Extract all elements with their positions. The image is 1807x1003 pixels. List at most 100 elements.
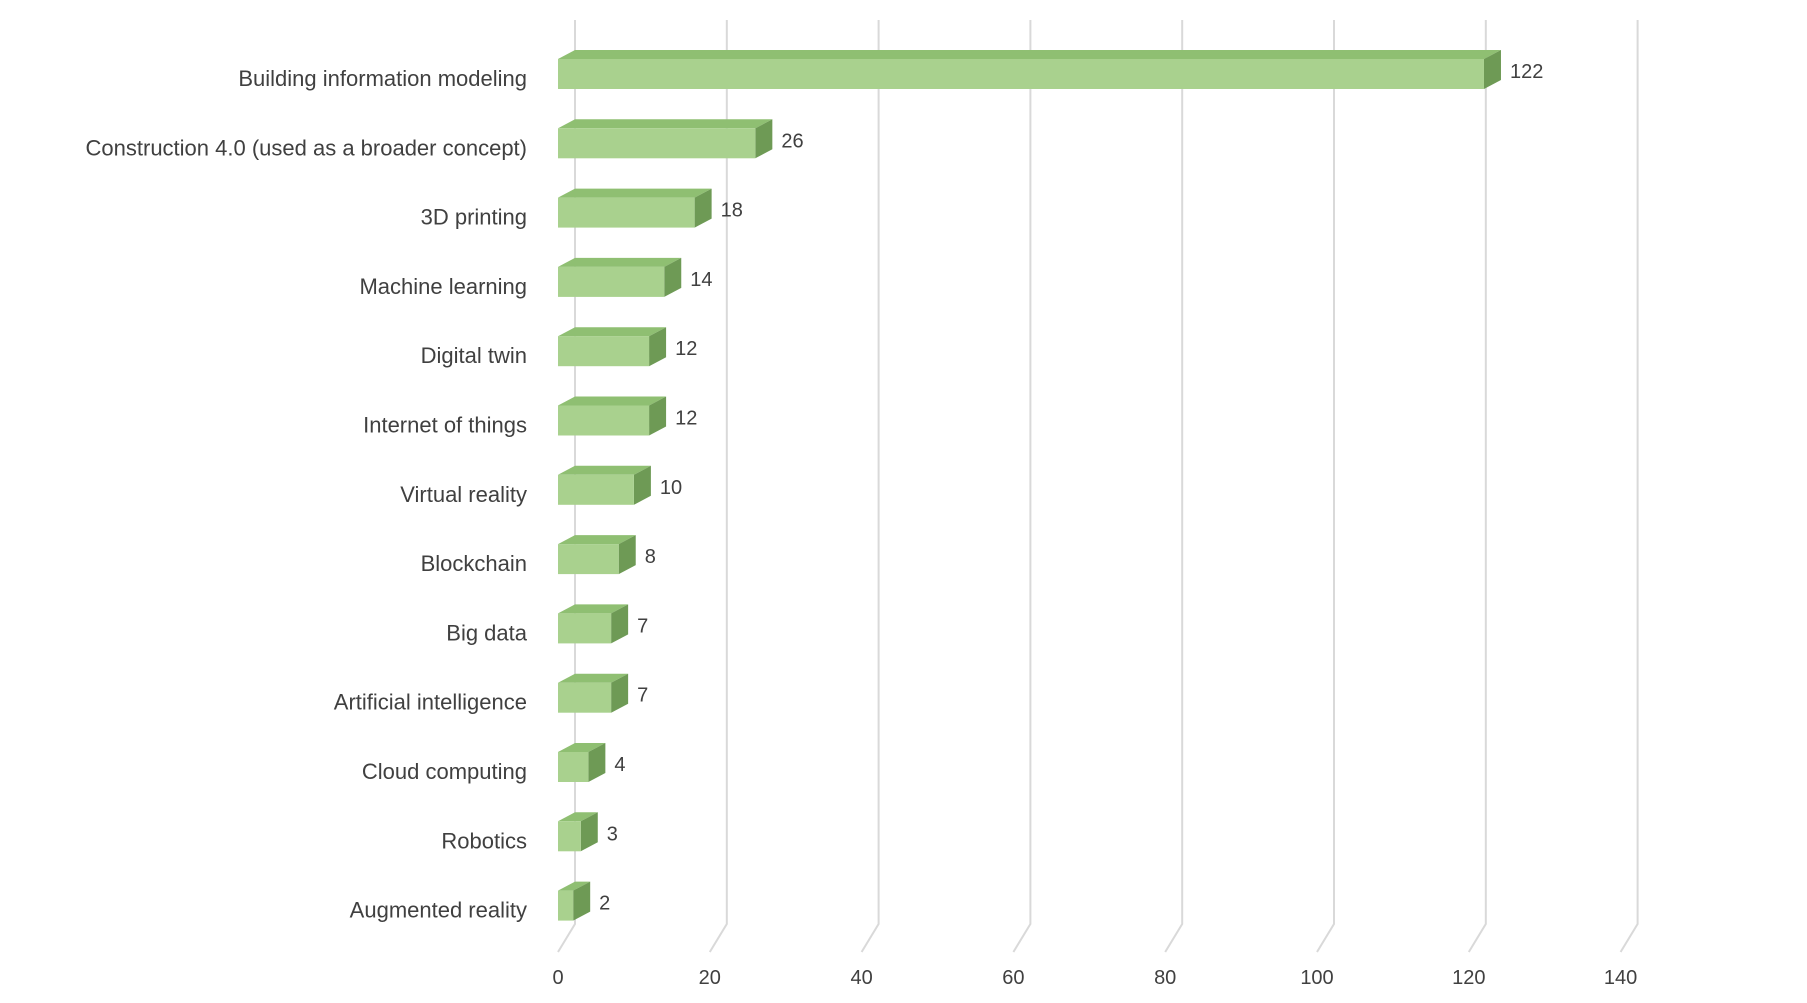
- bar-top-face: [558, 257, 682, 267]
- data-label: 4: [614, 754, 625, 776]
- bar-top-face: [558, 396, 667, 406]
- bar-front-face: [558, 405, 650, 436]
- gridline: [1012, 20, 1032, 953]
- bar-front-face: [558, 128, 756, 159]
- bar-front-face: [558, 890, 574, 921]
- bar: [558, 673, 629, 713]
- x-tick-label: 100: [1300, 967, 1333, 989]
- category-label: 3D printing: [421, 205, 527, 230]
- category-label: Building information modeling: [238, 66, 527, 91]
- category-label: Virtual reality: [400, 482, 527, 507]
- bar: [558, 743, 606, 782]
- bars: [558, 50, 1501, 921]
- bar-front-face: [558, 266, 665, 297]
- bar-top-face: [558, 465, 651, 475]
- gridline: [1164, 20, 1184, 953]
- bar-side-face: [573, 881, 591, 921]
- bar-top-face: [558, 50, 1501, 59]
- x-tick-label: 120: [1452, 967, 1485, 989]
- bar: [558, 465, 651, 505]
- data-label: 10: [660, 477, 682, 499]
- bar: [558, 396, 667, 436]
- bar: [558, 881, 591, 921]
- category-label: Construction 4.0 (used as a broader conc…: [86, 135, 527, 160]
- bar: [558, 327, 667, 367]
- bar-side-face: [618, 535, 636, 575]
- bar-side-face: [611, 604, 629, 644]
- gridline: [860, 20, 880, 953]
- gridline: [557, 20, 576, 953]
- bar-front-face: [558, 544, 619, 575]
- bar-front-face: [558, 821, 581, 852]
- bar-front-face: [558, 682, 612, 713]
- data-label: 12: [675, 338, 697, 360]
- bar-side-face: [633, 465, 651, 505]
- category-label: Digital twin: [421, 343, 527, 368]
- bar-side-face: [580, 812, 598, 852]
- bar-top-face: [558, 119, 773, 129]
- bar-front-face: [558, 59, 1484, 89]
- bar-side-face: [611, 673, 629, 713]
- bar-front-face: [558, 613, 612, 644]
- x-axis-ticks: 0 20 40 60 80 100 120 140: [552, 967, 1637, 989]
- category-label: Augmented reality: [350, 898, 527, 923]
- x-tick-label: 0: [552, 967, 563, 989]
- x-tick-label: 20: [699, 967, 721, 989]
- gridlines: [557, 20, 1639, 953]
- data-label: 7: [637, 615, 648, 637]
- bar-top-face: [558, 188, 712, 198]
- category-label: Machine learning: [359, 274, 527, 299]
- data-label: 122: [1510, 61, 1543, 83]
- bar-side-face: [1483, 50, 1501, 89]
- category-label: Artificial intelligence: [334, 690, 527, 715]
- data-label: 26: [781, 130, 803, 152]
- category-label: Cloud computing: [362, 759, 527, 784]
- bar-front-face: [558, 197, 695, 228]
- bar-side-face: [588, 743, 606, 782]
- data-label: 8: [645, 546, 656, 568]
- bar: [558, 604, 629, 644]
- bar-top-face: [558, 673, 629, 683]
- data-label: 3: [607, 823, 618, 845]
- x-tick-label: 60: [1002, 967, 1024, 989]
- bar: [558, 535, 636, 575]
- bar-side-face: [755, 119, 773, 159]
- data-label: 2: [599, 893, 610, 915]
- bar: [558, 812, 598, 852]
- bar: [558, 188, 712, 228]
- bar-top-face: [558, 327, 667, 337]
- data-labels: 122 26 18 14 12 12 10 8 7 7 4 3 2: [599, 61, 1543, 915]
- x-tick-label: 40: [850, 967, 872, 989]
- bar-side-face: [694, 188, 712, 228]
- bar-top-face: [558, 881, 591, 891]
- bar: [558, 257, 682, 297]
- x-tick-label: 140: [1604, 967, 1637, 989]
- bar-top-face: [558, 535, 636, 545]
- x-tick-label: 80: [1154, 967, 1176, 989]
- category-label: Robotics: [441, 828, 527, 853]
- gridline: [708, 20, 728, 953]
- data-label: 14: [690, 269, 712, 291]
- bar-front-face: [558, 336, 650, 367]
- bar-side-face: [649, 327, 667, 367]
- bar-top-face: [558, 743, 606, 752]
- bar: [558, 50, 1501, 89]
- bar-front-face: [558, 474, 634, 505]
- bar: [558, 119, 773, 159]
- category-label: Internet of things: [363, 413, 527, 438]
- gridline: [1316, 20, 1335, 953]
- category-label: Big data: [446, 620, 527, 645]
- bar-top-face: [558, 812, 598, 822]
- data-label: 7: [637, 685, 648, 707]
- gridline: [1619, 20, 1639, 953]
- category-labels: Building information modeling Constructio…: [86, 66, 528, 923]
- bar-front-face: [558, 752, 589, 782]
- bar-side-face: [664, 257, 682, 297]
- category-label: Blockchain: [421, 551, 527, 576]
- data-label: 12: [675, 408, 697, 430]
- bar-side-face: [649, 396, 667, 436]
- data-label: 18: [721, 200, 743, 222]
- gridline: [1467, 20, 1487, 953]
